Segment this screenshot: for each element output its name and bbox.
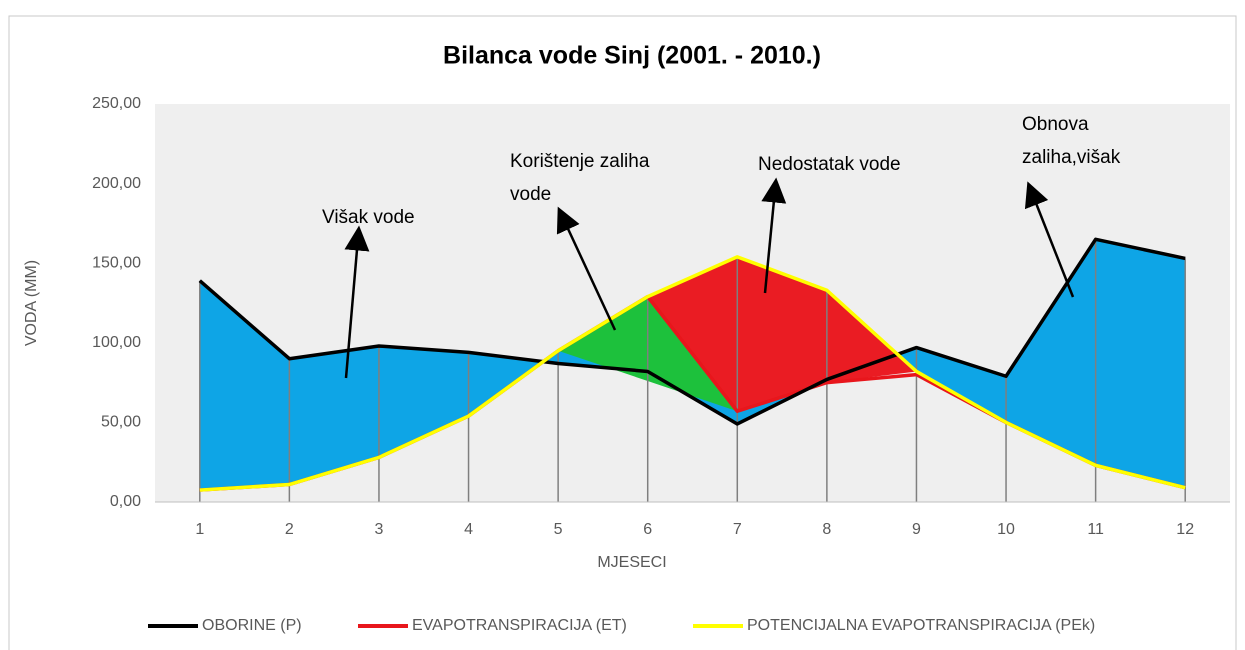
x-tick-label: 9 bbox=[912, 521, 921, 538]
legend-label: OBORINE (P) bbox=[202, 617, 302, 634]
y-tick-label: 250,00 bbox=[92, 95, 141, 112]
x-tick-label: 8 bbox=[822, 521, 831, 538]
x-tick-label: 3 bbox=[375, 521, 384, 538]
x-tick-label: 1 bbox=[195, 521, 204, 538]
x-tick-label: 6 bbox=[643, 521, 652, 538]
annotation-arrow bbox=[761, 177, 787, 294]
annotation-arrow bbox=[344, 225, 370, 379]
annotation-arrow bbox=[556, 206, 617, 331]
x-tick-label: 12 bbox=[1176, 521, 1194, 538]
chart-title: Bilanca vode Sinj (2001. - 2010.) bbox=[443, 42, 821, 70]
y-tick-label: 100,00 bbox=[92, 334, 141, 351]
y-axis-label: VODA (MM) bbox=[23, 260, 40, 346]
y-tick-label: 150,00 bbox=[92, 254, 141, 271]
legend-label: POTENCIJALNA EVAPOTRANSPIRACIJA (PEk) bbox=[747, 617, 1095, 634]
annotation: Korištenje zaliha bbox=[510, 151, 650, 172]
annotation: Višak vode bbox=[322, 207, 415, 228]
x-axis-label: MJESECI bbox=[597, 554, 666, 571]
y-tick-label: 200,00 bbox=[92, 175, 141, 192]
annotation: zaliha,višak bbox=[1022, 147, 1121, 168]
y-tick-label: 0,00 bbox=[110, 493, 141, 510]
legend-label: EVAPOTRANSPIRACIJA (ET) bbox=[412, 617, 627, 634]
annotation-arrow bbox=[1024, 181, 1075, 298]
annotation: vode bbox=[510, 184, 551, 205]
series-line bbox=[198, 237, 1186, 426]
x-tick-label: 2 bbox=[285, 521, 294, 538]
x-tick-label: 10 bbox=[997, 521, 1015, 538]
annotation: Obnova bbox=[1022, 114, 1089, 135]
annotation: Nedostatak vode bbox=[758, 154, 901, 175]
x-tick-label: 4 bbox=[464, 521, 473, 538]
x-tick-label: 11 bbox=[1087, 521, 1104, 538]
series-line bbox=[199, 255, 1186, 492]
x-tick-label: 7 bbox=[733, 521, 742, 538]
x-tick-label: 5 bbox=[554, 521, 563, 538]
y-tick-label: 50,00 bbox=[101, 414, 141, 431]
